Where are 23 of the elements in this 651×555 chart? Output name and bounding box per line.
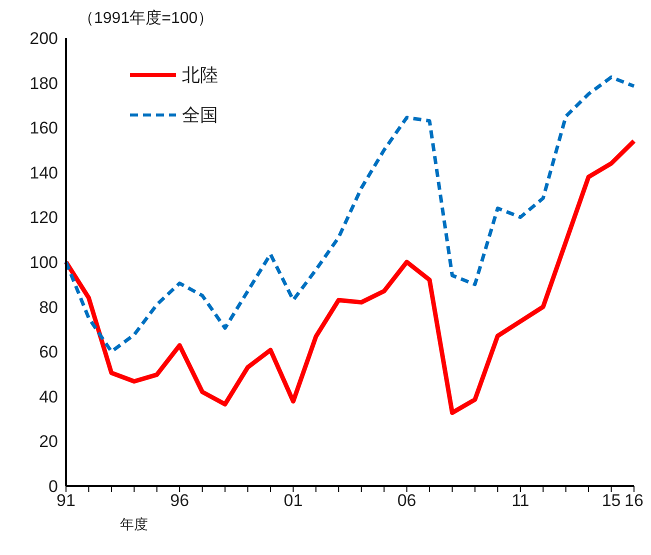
x-tick-label: 01 (284, 491, 303, 510)
y-tick-label: 140 (30, 163, 58, 182)
x-tick-label: 96 (170, 491, 190, 510)
y-tick-label: 20 (39, 432, 58, 452)
line-series (64, 138, 636, 415)
legend-label: 北陸 (182, 64, 218, 87)
x-tick-label: 16 (624, 491, 644, 510)
x-tick-label: 11 (512, 491, 530, 510)
y-tick-label: 200 (30, 29, 58, 48)
legend-label: 全国 (182, 104, 218, 127)
x-tick-label: 15 (602, 491, 621, 510)
y-tick-label: 160 (30, 118, 58, 138)
y-tick-label: 180 (30, 74, 58, 93)
y-tick-label: 100 (30, 253, 58, 272)
x-axis-title: 年度 (120, 516, 148, 534)
y-tick-label: 60 (39, 342, 58, 362)
y-tick-label: 0 (48, 477, 58, 496)
y-tick-label: 40 (39, 387, 58, 406)
chart-title: （1991年度=100） (78, 8, 214, 29)
x-tick-label: 06 (397, 491, 416, 510)
x-tick-label: 91 (56, 491, 76, 510)
y-tick-label: 120 (30, 208, 58, 228)
y-tick-label: 80 (39, 298, 58, 317)
